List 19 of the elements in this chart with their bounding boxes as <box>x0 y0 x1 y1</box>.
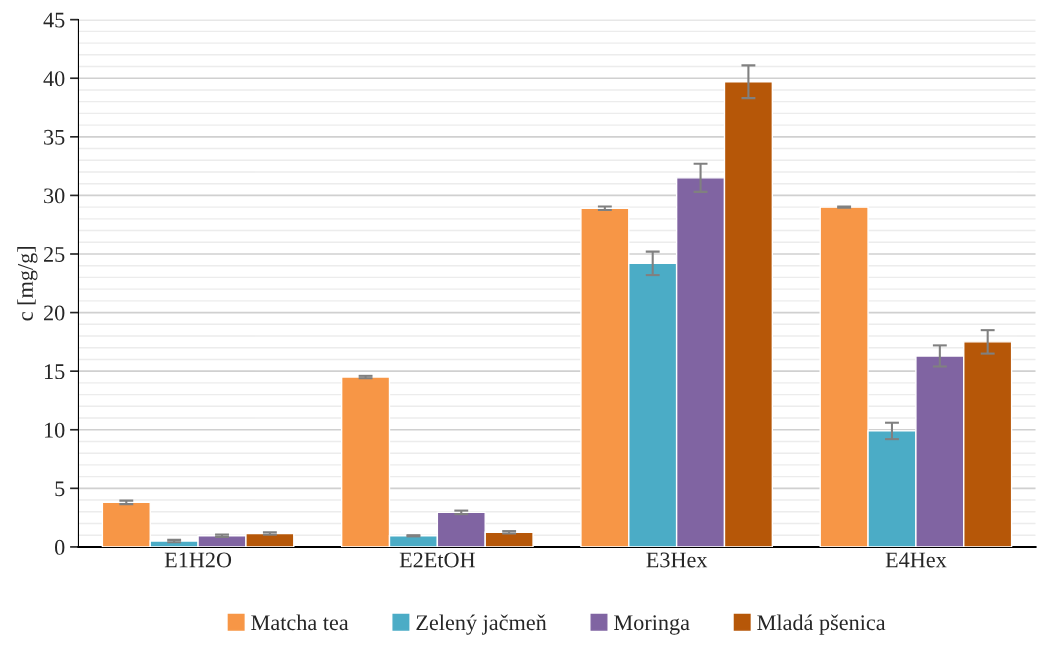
y-tick-label: 5 <box>55 481 65 497</box>
y-tick-label: 30 <box>44 188 65 204</box>
y-tick-label: 35 <box>44 129 65 145</box>
legend-label: Mladá pšenica <box>757 614 886 635</box>
y-tick-label: 45 <box>43 12 65 28</box>
legend-label: Zelený jačmeň <box>416 614 547 635</box>
y-tick-label: 20 <box>44 305 65 321</box>
y-tick-label: 10 <box>44 422 65 438</box>
legend-label: Matcha tea <box>251 614 349 631</box>
y-axis-title: c [mg/g] <box>17 246 38 321</box>
x-tick-label: E2EtOH <box>399 552 475 568</box>
x-tick-label: E1H2O <box>164 552 232 568</box>
x-tick-label: E3Hex <box>646 552 708 568</box>
y-tick-label: 40 <box>43 71 65 87</box>
y-tick-label: 15 <box>44 364 65 380</box>
y-tick-label: 25 <box>44 246 65 262</box>
y-tick-label: 0 <box>54 539 65 555</box>
legend-label: Moringa <box>614 615 690 635</box>
x-tick-label: E4Hex <box>885 552 947 568</box>
